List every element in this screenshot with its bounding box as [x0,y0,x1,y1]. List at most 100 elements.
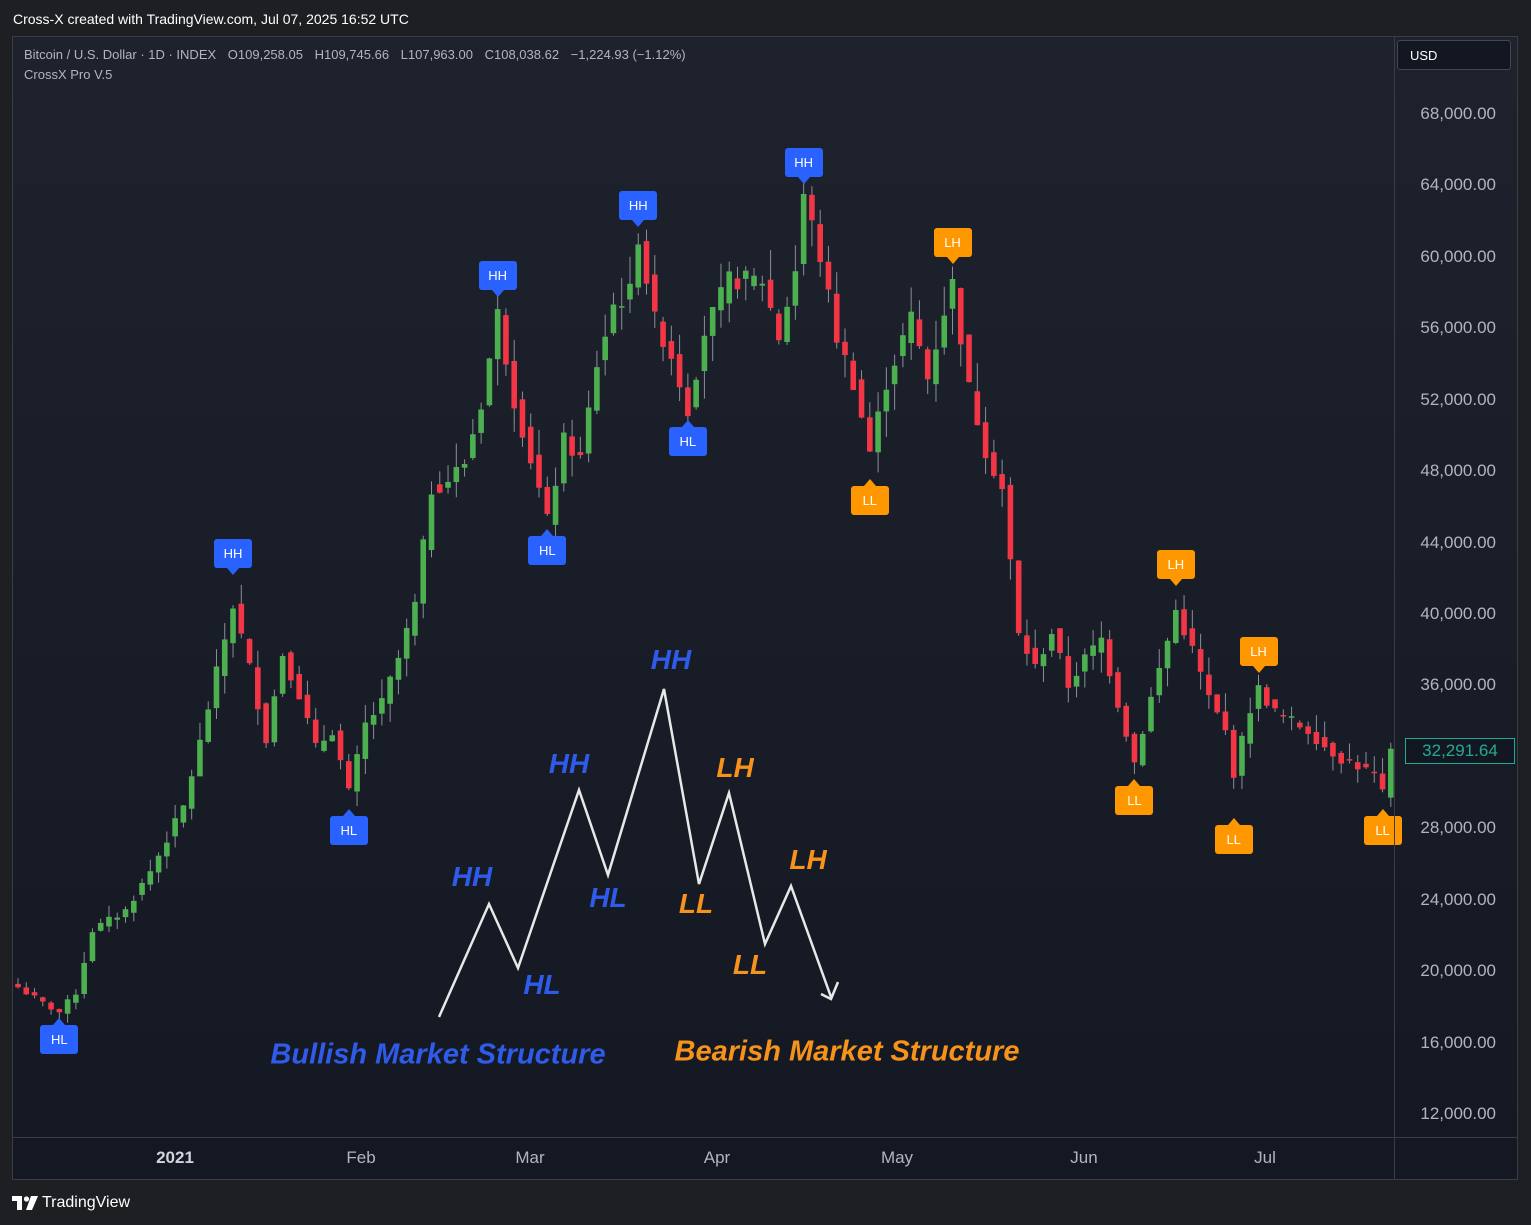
candle-up [271,696,278,743]
candle-down [767,279,774,308]
candle-up [139,882,145,895]
candle-up [792,271,799,306]
candle-down [519,399,526,438]
diagram-label-lh-1: LH [716,752,754,783]
candle-up [627,283,633,300]
candles [15,171,1394,1023]
candle-down [1131,733,1138,763]
candlestick-plot[interactable] [13,37,1394,1137]
indicator-name[interactable]: CrossX Pro V.5 [24,67,113,82]
candle-up [188,776,195,809]
candle-up [1082,654,1088,672]
candle-down [1181,609,1187,636]
price-tick: 36,000.00 [1420,675,1496,695]
candle-down [643,241,650,284]
candle-down [668,341,675,359]
candle-up [1288,716,1295,718]
price-axis[interactable]: 68,000.00 64,000.00 60,000.00 56,000.00 52,0… [1394,37,1517,1137]
candle-down [1123,705,1129,737]
legend-low: L107,963.00 [400,47,473,62]
candle-up [412,601,418,636]
candle-down [1115,672,1121,708]
price-tick: 16,000.00 [1420,1032,1496,1052]
candle-up [1156,667,1163,696]
time-tick: Apr [703,1148,731,1167]
currency-button[interactable]: USD [1397,40,1511,70]
candle-up [1098,637,1105,653]
candle-down [916,319,923,347]
candle-up [494,309,501,360]
candle-down [346,761,352,789]
candle-up [585,407,592,454]
candle-up [89,932,96,962]
candle-up [618,306,625,308]
candle-down [337,730,344,761]
candle-down [511,361,517,409]
candle-down [246,638,253,664]
structure-marker-lh: LH [1156,549,1195,586]
tradingview-logo-icon [12,1196,38,1210]
diagram-label-lh-2: LH [789,844,827,875]
candle-down [1222,711,1229,731]
candle-down [544,486,551,514]
candle-down [858,379,865,418]
candle-up [130,900,137,913]
candle-up [205,709,212,742]
candle-down [999,474,1005,490]
candle-up [486,358,493,406]
candle-down [1297,722,1303,728]
candle-up [155,855,162,873]
candle-down [1280,715,1287,717]
candle-up [726,271,733,304]
price-tick: 40,000.00 [1420,604,1496,623]
candle-up [221,639,228,677]
chart-pane[interactable]: Bitcoin / U.S. Dollar · 1D · INDEX O109,… [12,36,1518,1180]
candle-up [428,494,435,551]
candle-up [635,244,642,288]
price-tick: 56,000.00 [1420,318,1496,338]
candle-up [784,306,790,342]
candle-up [759,283,766,286]
candle-up [900,335,906,357]
candle-up [561,432,567,484]
legend-symbol[interactable]: Bitcoin / U.S. Dollar · 1D · INDEX [24,47,217,62]
diagram-label-ll-1: LL [678,888,714,919]
candle-up [800,193,807,265]
candle-up [1239,735,1245,776]
candle-up [395,657,402,680]
candle-down [825,261,832,290]
candle-down [1272,699,1278,709]
candle-down [651,274,658,312]
candle-up [594,367,600,411]
candle-up [693,379,699,408]
created-caption: Cross-X created with TradingView.com, Ju… [13,11,409,27]
candle-down [817,224,823,263]
structure-marker-hl: HL [329,809,368,846]
candle-down [660,321,666,347]
candle-down [48,1002,54,1010]
candle-up [709,307,716,336]
footer: TradingView [0,1180,1531,1225]
candle-down [1057,628,1063,653]
candle-down [924,349,931,380]
candle-up [122,909,129,918]
candle-up [230,608,236,644]
legend-open: O109,258.05 [227,47,303,62]
candle-up [97,922,104,931]
tradingview-brand[interactable]: TradingView [42,1194,131,1211]
time-axis[interactable]: 2021 Feb Mar Apr May Jun Jul [13,1137,1394,1179]
market-structure-zigzag [437,688,833,1018]
candle-up [1090,645,1096,656]
candle-down [1007,484,1014,560]
candle-up [602,336,608,361]
diagram-label-hl-2: HL [589,882,627,913]
candle-up [180,805,187,823]
candle-down [1346,759,1353,761]
candle-down [23,987,30,995]
legend-change: −1,224.93 (−1.12%) [570,47,686,62]
top-bar: Cross-X created with TradingView.com, Ju… [0,0,1531,36]
structure-marker-ll: LL [850,478,889,515]
candle-down [1321,737,1328,748]
candle-down [1015,560,1022,634]
candle-down [1305,726,1311,734]
